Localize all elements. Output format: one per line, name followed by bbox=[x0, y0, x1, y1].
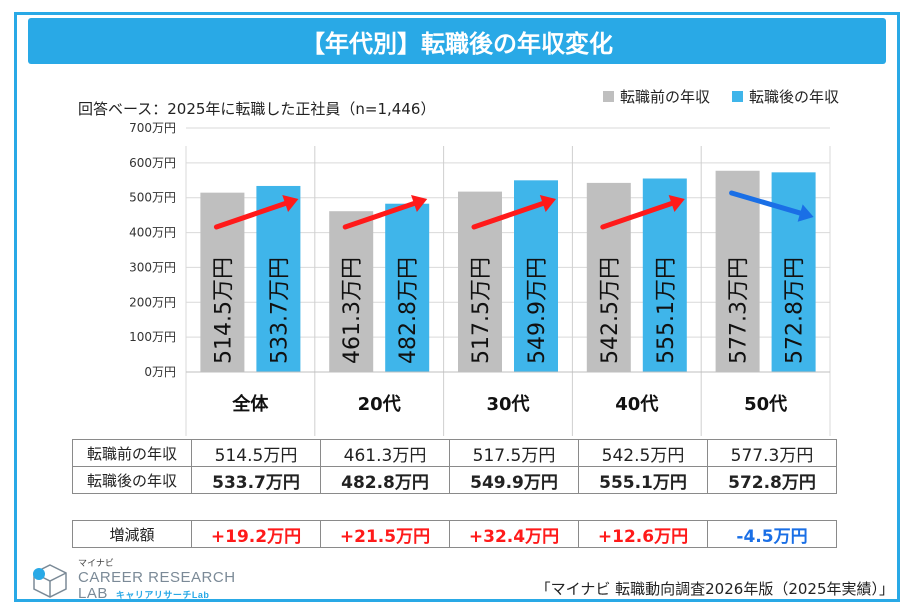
y-tick-label: 400万円 bbox=[129, 226, 176, 240]
table-cell-after: 549.9万円 bbox=[449, 466, 579, 494]
y-tick-label: 300万円 bbox=[129, 260, 176, 274]
change-cell: -4.5万円 bbox=[707, 520, 837, 548]
logo-main-line1: CAREER RESEARCH bbox=[78, 568, 236, 586]
page-title: 【年代別】転職後の年収変化 bbox=[28, 18, 886, 64]
up-arrowhead-icon bbox=[668, 195, 685, 213]
down-arrow-icon bbox=[729, 190, 803, 216]
legend-item-after: 転職後の年収 bbox=[732, 86, 839, 107]
legend-swatch-after bbox=[732, 91, 744, 102]
up-arrow-icon bbox=[342, 201, 417, 230]
bar bbox=[715, 170, 760, 372]
bar bbox=[256, 185, 301, 372]
table-row-after: 転職後の年収 533.7万円 482.8万円 549.9万円 555.1万円 5… bbox=[72, 466, 837, 494]
up-arrowhead-icon bbox=[539, 195, 556, 213]
table-cell-after: 533.7万円 bbox=[191, 466, 321, 494]
table-row-label-change: 増減額 bbox=[72, 520, 192, 548]
logo-lab: LAB bbox=[78, 585, 108, 603]
bar-value-label: 542.5万円 bbox=[598, 257, 623, 364]
table-cell-after: 555.1万円 bbox=[578, 466, 708, 494]
y-tick-label: 100万円 bbox=[129, 330, 176, 344]
table-cell-before: 542.5万円 bbox=[578, 439, 708, 467]
table-cell-before: 461.3万円 bbox=[320, 439, 450, 467]
chart-legend: 転職前の年収 転職後の年収 bbox=[603, 86, 839, 107]
logo-main-line2: LAB キャリアリサーチLab bbox=[78, 586, 236, 603]
table-row-change: 増減額 +19.2万円 +21.5万円 +32.4万円 +12.6万円 -4.5… bbox=[72, 520, 837, 548]
up-arrow-icon bbox=[600, 201, 675, 230]
up-arrow-icon bbox=[471, 201, 546, 230]
change-cell: +19.2万円 bbox=[191, 520, 321, 548]
source-note: 回答ベース：2025年に転職した正社員（n=1,446） bbox=[78, 100, 436, 118]
change-cell: +32.4万円 bbox=[449, 520, 579, 548]
y-tick-label: 700万円 bbox=[129, 121, 176, 135]
legend-swatch-before bbox=[603, 91, 614, 102]
y-tick-label: 200万円 bbox=[129, 295, 176, 309]
bar bbox=[385, 203, 430, 372]
x-category-label: 40代 bbox=[615, 394, 658, 415]
legend-item-before: 転職前の年収 bbox=[603, 86, 710, 107]
bar-value-label: 555.1万円 bbox=[654, 257, 679, 364]
table-cell-before: 517.5万円 bbox=[449, 439, 579, 467]
footer-source: 「マイナビ 転職動向調査2026年版（2025年実績）」 bbox=[535, 580, 894, 598]
x-category-label: 30代 bbox=[486, 394, 529, 415]
bar-value-label: 549.9万円 bbox=[525, 257, 550, 364]
bar bbox=[586, 182, 631, 372]
table-cell-before: 514.5万円 bbox=[191, 439, 321, 467]
change-table: 増減額 +19.2万円 +21.5万円 +32.4万円 +12.6万円 -4.5… bbox=[72, 520, 837, 548]
title-text: 【年代別】転職後の年収変化 bbox=[301, 29, 613, 58]
bar-value-label: 461.3万円 bbox=[340, 257, 365, 364]
bar-value-label: 517.5万円 bbox=[469, 257, 494, 364]
x-category-label: 20代 bbox=[358, 394, 401, 415]
bar-value-label: 514.5万円 bbox=[211, 257, 236, 364]
bar-value-label: 572.8万円 bbox=[783, 257, 808, 364]
up-arrow-icon bbox=[213, 201, 288, 230]
bar-value-label: 577.3万円 bbox=[727, 257, 752, 364]
table-row-label-after: 転職後の年収 bbox=[72, 466, 192, 494]
logo-text: マイナビ CAREER RESEARCH LAB キャリアリサーチLab bbox=[78, 559, 236, 603]
legend-label-after: 転職後の年収 bbox=[749, 88, 840, 106]
x-category-label: 全体 bbox=[231, 393, 269, 415]
logo-sub: キャリアリサーチLab bbox=[115, 590, 210, 601]
career-research-lab-logo: マイナビ CAREER RESEARCH LAB キャリアリサーチLab bbox=[30, 559, 236, 603]
x-category-label: 50代 bbox=[744, 394, 787, 415]
bar-value-label: 482.8万円 bbox=[396, 257, 421, 364]
table-cell-after: 482.8万円 bbox=[320, 466, 450, 494]
bar bbox=[329, 211, 374, 372]
y-tick-label: 500万円 bbox=[129, 191, 176, 205]
salary-table: 転職前の年収 514.5万円 461.3万円 517.5万円 542.5万円 5… bbox=[72, 439, 837, 494]
legend-label-before: 転職前の年収 bbox=[620, 88, 711, 106]
cube-logo-icon bbox=[33, 564, 67, 599]
bar-value-label: 533.7万円 bbox=[267, 257, 292, 364]
outer-frame bbox=[14, 12, 900, 602]
up-arrowhead-icon bbox=[282, 195, 299, 213]
down-arrowhead-icon bbox=[797, 204, 814, 222]
y-tick-label: 600万円 bbox=[129, 156, 176, 170]
bar-chart: 0万円 100万円 200万円 300万円 400万円 500万円 600万円 700万円 51… bbox=[129, 121, 831, 436]
up-arrowhead-icon bbox=[411, 195, 428, 213]
table-cell-before: 577.3万円 bbox=[707, 439, 837, 467]
change-cell: +12.6万円 bbox=[578, 520, 708, 548]
y-tick-label: 0万円 bbox=[144, 365, 176, 379]
table-row-before: 転職前の年収 514.5万円 461.3万円 517.5万円 542.5万円 5… bbox=[72, 439, 837, 467]
table-cell-after: 572.8万円 bbox=[707, 466, 837, 494]
table-row-label-before: 転職前の年収 bbox=[72, 439, 192, 467]
change-cell: +21.5万円 bbox=[320, 520, 450, 548]
logo-mynavi: マイナビ bbox=[78, 559, 114, 569]
